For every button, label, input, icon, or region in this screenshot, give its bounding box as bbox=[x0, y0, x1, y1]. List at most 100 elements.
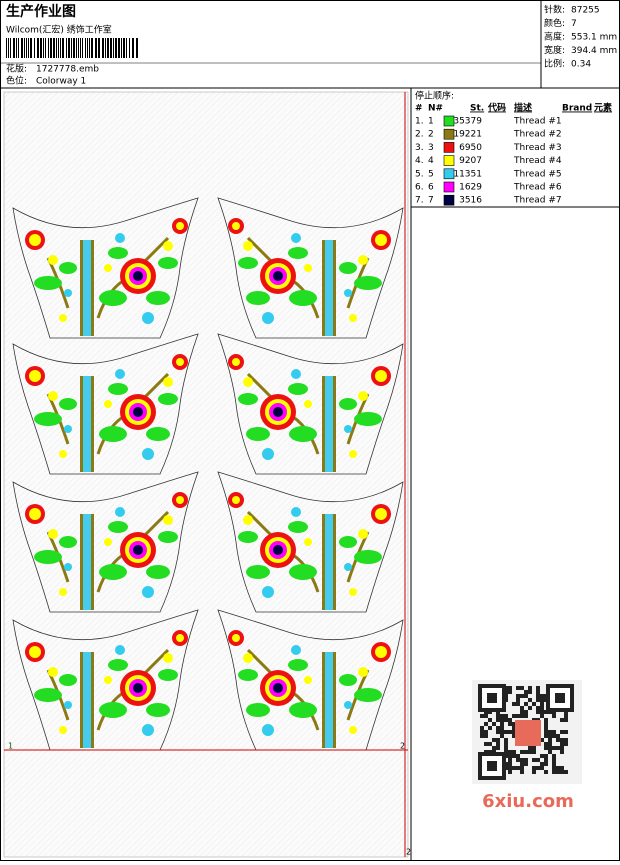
bar-stripe bbox=[50, 38, 52, 58]
thread-desc: Thread #1 bbox=[513, 117, 562, 127]
qr-cell bbox=[552, 714, 556, 718]
bar-stripe bbox=[115, 38, 117, 58]
qr-cell bbox=[552, 766, 556, 770]
qr-cell bbox=[488, 718, 492, 722]
stat-value: 394.4 mm bbox=[571, 46, 617, 56]
qr-cell bbox=[512, 754, 516, 758]
qr-cell bbox=[544, 722, 548, 726]
qr-cell bbox=[544, 758, 548, 762]
qr-cell bbox=[496, 718, 500, 722]
qr-cell bbox=[508, 762, 512, 766]
qr-cell bbox=[560, 742, 564, 746]
row-n: 7 bbox=[428, 196, 434, 206]
column-header: Brand bbox=[562, 104, 592, 114]
qr-cell bbox=[516, 766, 520, 770]
qr-cell bbox=[552, 730, 556, 734]
bar-stripe bbox=[43, 38, 44, 58]
qr-cell bbox=[528, 690, 532, 694]
bar-stripe bbox=[121, 38, 122, 58]
qr-cell bbox=[536, 690, 540, 694]
barcode bbox=[6, 38, 138, 58]
qr-cell bbox=[504, 742, 508, 746]
column-header: 元素 bbox=[594, 102, 612, 114]
qr-finder bbox=[487, 761, 497, 771]
bar-stripe bbox=[10, 38, 11, 58]
bar-stripe bbox=[76, 38, 77, 58]
qr-cell bbox=[508, 766, 512, 770]
qr-cell bbox=[500, 718, 504, 722]
qr-cell bbox=[564, 742, 568, 746]
qr-cell bbox=[512, 750, 516, 754]
qr-cell bbox=[544, 754, 548, 758]
qr-cell bbox=[544, 770, 548, 774]
stat-label: 针数: bbox=[544, 4, 565, 16]
bar-stripe bbox=[6, 38, 7, 58]
qr-finder bbox=[487, 693, 497, 703]
qr-cell bbox=[512, 714, 516, 718]
thread-code: 19221 bbox=[453, 130, 482, 140]
qr-cell bbox=[504, 738, 508, 742]
column-header: 描述 bbox=[514, 102, 532, 114]
qr-cell bbox=[556, 766, 560, 770]
qr-cell bbox=[564, 770, 568, 774]
qr-cell bbox=[540, 766, 544, 770]
bar-stripe bbox=[21, 38, 23, 58]
qr-cell bbox=[560, 738, 564, 742]
qr-cell bbox=[520, 686, 524, 690]
qr-finder bbox=[555, 693, 565, 703]
qr-cell bbox=[556, 734, 560, 738]
bar-stripe bbox=[53, 38, 55, 58]
qr-cell bbox=[560, 766, 564, 770]
qr-cell bbox=[512, 766, 516, 770]
qr-cell bbox=[516, 758, 520, 762]
qr-cell bbox=[520, 710, 524, 714]
watermark: 6xiu.com bbox=[482, 791, 574, 812]
qr-cell bbox=[508, 690, 512, 694]
qr-cell bbox=[500, 722, 504, 726]
qr-cell bbox=[536, 766, 540, 770]
qr-cell bbox=[536, 710, 540, 714]
column-header: N# bbox=[428, 104, 443, 114]
bar-stripe bbox=[26, 38, 27, 58]
qr-cell bbox=[552, 758, 556, 762]
qr-cell bbox=[524, 750, 528, 754]
color-swatch bbox=[443, 142, 455, 153]
bar-stripe bbox=[16, 38, 17, 58]
qr-cell bbox=[540, 698, 544, 702]
qr-cell bbox=[520, 706, 524, 710]
qr-cell bbox=[532, 766, 536, 770]
row-n: 5 bbox=[428, 169, 434, 179]
stat-label: 高度: bbox=[544, 31, 565, 43]
column-header: # bbox=[415, 104, 423, 114]
qr-cell bbox=[536, 694, 540, 698]
qr-cell bbox=[540, 762, 544, 766]
qr-cell bbox=[516, 754, 520, 758]
bar-stripe bbox=[68, 38, 70, 58]
qr-logo bbox=[515, 720, 541, 746]
qr-cell bbox=[544, 762, 548, 766]
design-area bbox=[3, 91, 409, 858]
bar-stripe bbox=[13, 38, 15, 58]
row-index: 4. bbox=[415, 156, 424, 166]
qr-cell bbox=[536, 706, 540, 710]
bar-stripe bbox=[56, 38, 57, 58]
qr-finder bbox=[478, 684, 506, 712]
qr-cell bbox=[524, 690, 528, 694]
qr-cell bbox=[516, 694, 520, 698]
bar-stripe bbox=[30, 38, 32, 58]
qr-cell bbox=[488, 726, 492, 730]
qr-cell bbox=[548, 746, 552, 750]
qr-cell bbox=[504, 714, 508, 718]
qr-cell bbox=[496, 726, 500, 730]
bar-stripe bbox=[102, 38, 104, 58]
qr-cell bbox=[484, 714, 488, 718]
thread-desc: Thread #6 bbox=[513, 183, 562, 193]
bar-stripe bbox=[71, 38, 72, 58]
color-swatch bbox=[443, 181, 455, 193]
stat-value: 553.1 mm bbox=[571, 33, 617, 43]
bar-stripe bbox=[34, 38, 35, 58]
row-index: 6. bbox=[415, 183, 424, 193]
frame-marker: 2 bbox=[406, 848, 411, 857]
qr-cell bbox=[504, 730, 508, 734]
bar-stripe bbox=[37, 38, 39, 58]
